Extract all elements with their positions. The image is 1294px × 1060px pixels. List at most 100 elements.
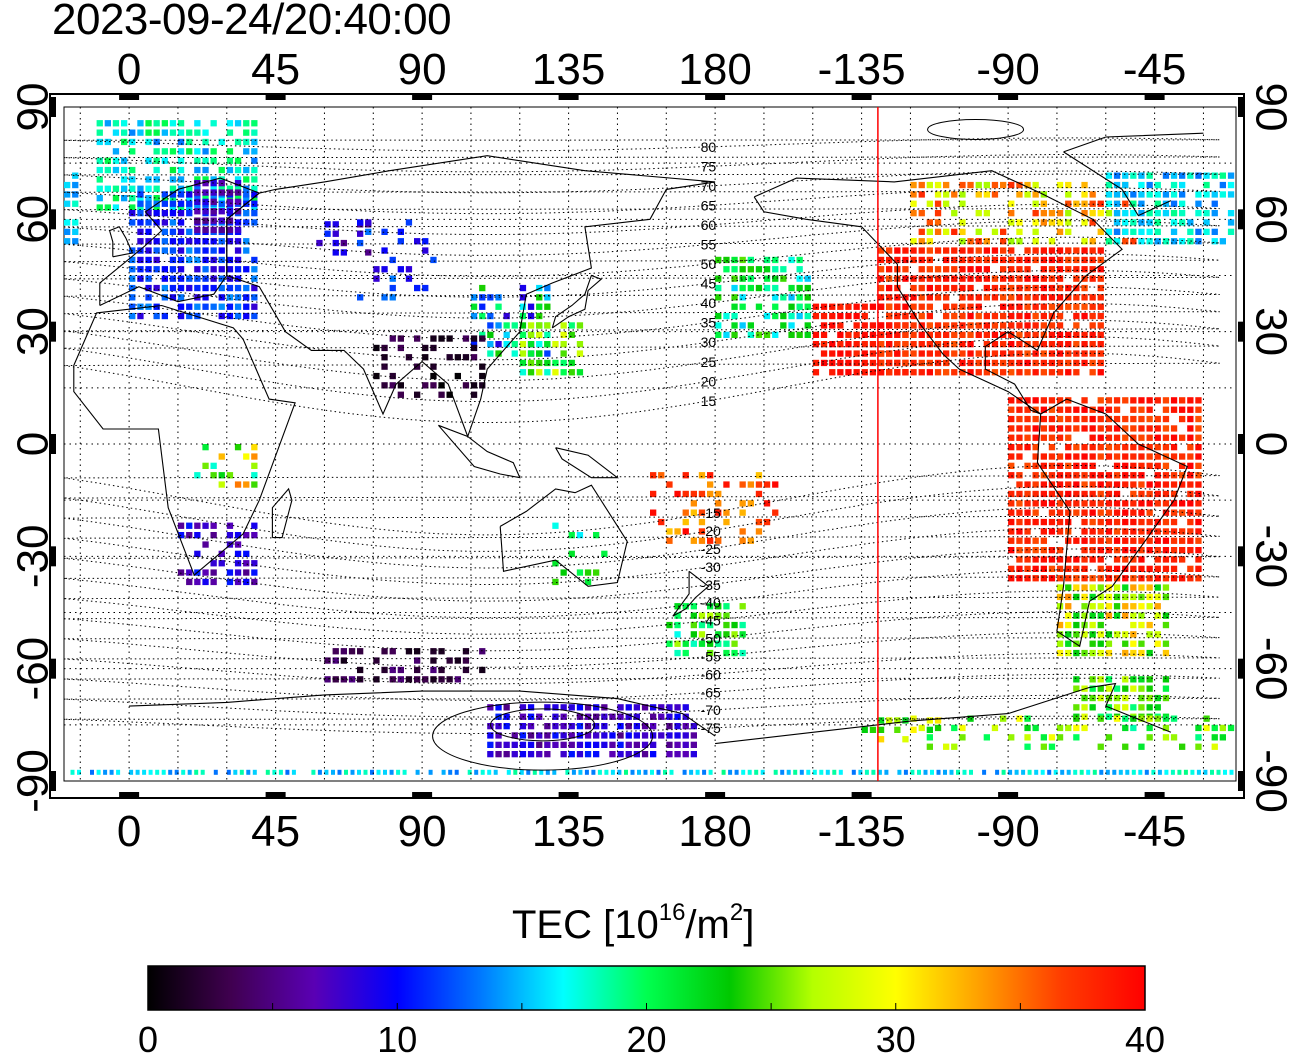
tec-cell bbox=[1130, 200, 1137, 207]
tec-cell bbox=[943, 369, 950, 376]
tec-cell bbox=[747, 322, 754, 329]
tec-cell bbox=[1089, 444, 1096, 451]
tec-cell bbox=[576, 741, 584, 748]
tec-cell bbox=[951, 350, 958, 357]
tec-cell bbox=[1081, 704, 1088, 711]
tec-cell bbox=[806, 769, 811, 775]
tec-cell bbox=[983, 312, 990, 320]
tec-cell bbox=[495, 303, 502, 310]
tec-cell bbox=[129, 148, 136, 155]
tec-cell bbox=[112, 120, 120, 127]
tec-cell bbox=[202, 247, 209, 254]
tec-cell bbox=[560, 751, 567, 758]
tec-cell bbox=[690, 741, 697, 748]
tec-cell bbox=[186, 228, 193, 235]
tec-cell bbox=[129, 284, 136, 292]
tec-cell bbox=[1024, 369, 1031, 376]
tec-cell bbox=[251, 294, 258, 301]
tec-cell bbox=[1016, 191, 1023, 198]
tec-cell bbox=[1097, 685, 1104, 692]
tec-cell bbox=[218, 226, 225, 234]
tec-cell bbox=[527, 359, 535, 367]
tec-data-layer bbox=[64, 120, 1235, 775]
tec-cell bbox=[1065, 247, 1072, 254]
tec-cell bbox=[1048, 341, 1056, 348]
tec-cell bbox=[1016, 547, 1023, 554]
tec-cell bbox=[918, 312, 925, 320]
tec-cell bbox=[584, 732, 592, 739]
tec-cell bbox=[1146, 715, 1153, 722]
tec-cell bbox=[902, 369, 909, 376]
tec-cell bbox=[1146, 676, 1153, 683]
tec-cell bbox=[1048, 415, 1056, 423]
tec-cell bbox=[788, 256, 795, 264]
tec-cell bbox=[610, 769, 615, 775]
tec-cell bbox=[72, 181, 79, 189]
tec-cell bbox=[1081, 331, 1088, 338]
tec-cell bbox=[1138, 704, 1145, 711]
tec-cell bbox=[462, 354, 470, 361]
tec-cell bbox=[861, 341, 868, 348]
tec-cell bbox=[1122, 575, 1129, 582]
tec-cell bbox=[1024, 715, 1031, 722]
tec-cell bbox=[951, 303, 958, 310]
tec-cell bbox=[194, 185, 201, 192]
tec-cell bbox=[1048, 284, 1056, 292]
tec-cell bbox=[129, 166, 136, 174]
tec-cell bbox=[1170, 734, 1178, 741]
tec-cell bbox=[739, 284, 746, 292]
tec-cell bbox=[1056, 490, 1064, 498]
tec-cell bbox=[1065, 500, 1072, 507]
tec-cell bbox=[1000, 266, 1007, 273]
lon-tick bbox=[558, 792, 579, 798]
tec-cell bbox=[1195, 210, 1202, 217]
tec-cell bbox=[116, 769, 121, 775]
tec-cell bbox=[1146, 490, 1153, 498]
magnetic-latitude-label: -40 bbox=[701, 595, 721, 611]
tec-cell bbox=[975, 312, 982, 320]
tec-cell bbox=[1187, 472, 1194, 479]
tec-cell bbox=[226, 266, 234, 273]
tec-cell bbox=[1187, 565, 1194, 572]
tec-cell bbox=[234, 219, 242, 226]
tec-cell bbox=[495, 704, 502, 711]
tec-cell bbox=[1138, 210, 1145, 217]
tec-cell bbox=[772, 312, 779, 320]
tec-cell bbox=[1065, 490, 1072, 498]
tec-cell bbox=[332, 221, 339, 228]
tec-cell bbox=[1024, 181, 1031, 189]
tec-cell bbox=[121, 138, 128, 146]
tec-cell bbox=[1089, 341, 1096, 348]
magnetic-latitude-line bbox=[64, 464, 1220, 536]
tec-cell bbox=[926, 294, 933, 301]
tec-cell bbox=[690, 509, 697, 516]
tec-cell bbox=[438, 335, 445, 342]
lon-tick bbox=[412, 792, 433, 798]
tec-cell bbox=[487, 312, 494, 320]
tec-cell bbox=[1073, 472, 1080, 479]
tec-cell bbox=[1056, 312, 1064, 320]
tec-cell bbox=[234, 176, 242, 183]
tec-cell bbox=[1048, 453, 1056, 460]
tec-cell bbox=[698, 518, 706, 526]
tec-cell bbox=[656, 769, 661, 775]
tec-cell bbox=[584, 769, 589, 775]
tec-cell bbox=[1113, 575, 1121, 582]
tec-cell bbox=[853, 331, 860, 338]
tec-cell bbox=[1073, 284, 1080, 292]
tec-cell bbox=[1081, 556, 1088, 563]
tec-cell bbox=[829, 359, 836, 367]
tec-cell bbox=[926, 726, 933, 733]
tec-cell bbox=[332, 657, 339, 664]
tec-cell bbox=[983, 350, 990, 357]
tec-cell bbox=[838, 769, 843, 775]
tec-cell bbox=[1016, 266, 1023, 273]
tec-cell bbox=[1195, 743, 1202, 750]
tec-cell bbox=[943, 331, 950, 338]
colorbar-tick-label: 0 bbox=[137, 1019, 159, 1060]
tec-cell bbox=[934, 247, 942, 254]
tec-cell bbox=[544, 704, 551, 711]
tec-cell bbox=[169, 219, 177, 226]
tec-cell bbox=[1008, 247, 1015, 254]
tec-cell bbox=[1092, 769, 1097, 775]
